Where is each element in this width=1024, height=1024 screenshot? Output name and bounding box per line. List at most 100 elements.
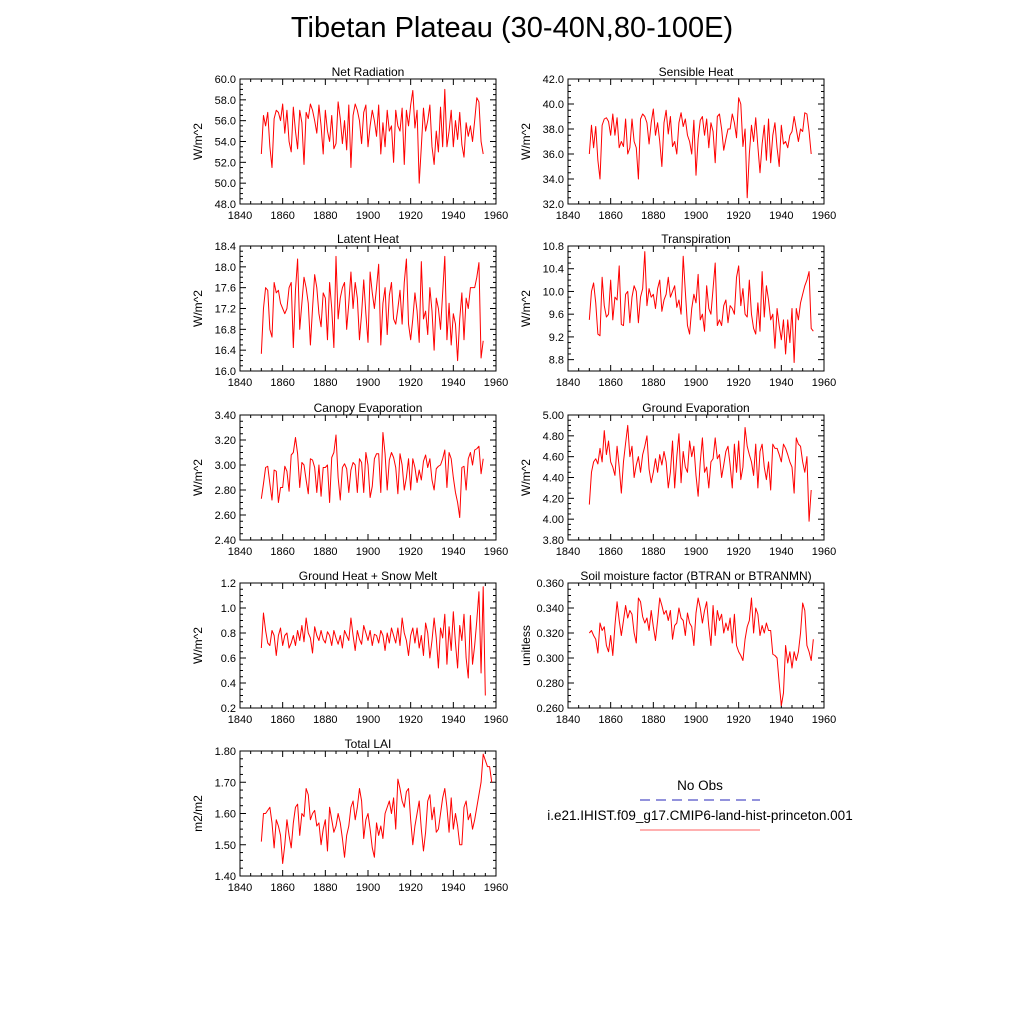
legend-label-no-obs: No Obs [677, 778, 723, 793]
y-tick-label: 4.40 [543, 473, 564, 485]
y-tick-label: 10.8 [543, 241, 564, 253]
y-tick-label: 16.0 [215, 366, 236, 378]
x-tick-label: 1960 [484, 714, 508, 726]
x-tick-label: 1920 [726, 546, 750, 558]
x-tick-label: 1900 [684, 377, 708, 389]
panel-title: Transpiration [661, 232, 731, 246]
y-tick-label: 1.40 [215, 871, 236, 883]
y-axis-label: W/m^2 [191, 123, 205, 160]
x-tick-label: 1880 [641, 210, 665, 222]
series-line [260, 88, 484, 184]
x-tick-label: 1900 [356, 714, 380, 726]
y-tick-label: 0.4 [221, 678, 236, 690]
x-tick-label: 1960 [812, 546, 836, 558]
x-tick-label: 1840 [556, 714, 580, 726]
x-tick-label: 1860 [270, 546, 294, 558]
x-tick-label: 1940 [769, 210, 793, 222]
plot-frame [239, 582, 497, 709]
y-tick-label: 56.0 [215, 116, 236, 128]
y-tick-label: 0.320 [536, 628, 564, 640]
panel-ground-heat-snow-melt: Ground Heat + Snow Melt W/m^2 1840 1860 1880… [191, 569, 508, 726]
y-tick-label: 16.4 [215, 345, 236, 357]
panel-title: Ground Heat + Snow Melt [299, 569, 438, 583]
y-tick-label: 10.4 [543, 264, 564, 276]
x-tick-label: 1900 [356, 546, 380, 558]
y-axis-label: W/m^2 [519, 290, 533, 327]
y-tick-label: 1.80 [215, 746, 236, 758]
x-tick-label: 1960 [812, 210, 836, 222]
x-tick-label: 1920 [398, 377, 422, 389]
series-line [588, 597, 814, 706]
y-tick-label: 17.6 [215, 283, 236, 295]
y-tick-label: 40.0 [543, 99, 564, 111]
y-tick-label: 9.6 [549, 309, 564, 321]
panel-soil-moisture-factor-btran-or-btranmn: Soil moisture factor (BTRAN or BTRANMN) u… [519, 569, 836, 726]
y-tick-label: 32.0 [543, 199, 564, 211]
panel-title: Latent Heat [337, 232, 400, 246]
y-tick-label: 5.00 [543, 410, 564, 422]
x-tick-label: 1940 [769, 377, 793, 389]
x-tick-label: 1900 [356, 210, 380, 222]
x-tick-label: 1920 [726, 210, 750, 222]
y-tick-label: 50.0 [215, 178, 236, 190]
x-tick-label: 1920 [726, 377, 750, 389]
x-tick-label: 1880 [313, 377, 337, 389]
x-tick-label: 1940 [441, 882, 465, 894]
y-tick-label: 18.0 [215, 262, 236, 274]
y-tick-label: 16.8 [215, 324, 236, 336]
legend: No Obs i.e21.IHIST.f09_g17.CMIP6-land-hi… [520, 778, 880, 838]
x-tick-label: 1880 [313, 210, 337, 222]
y-tick-label: 3.00 [215, 460, 236, 472]
y-axis-label: W/m^2 [191, 459, 205, 496]
series-line [260, 432, 484, 518]
y-tick-label: 0.6 [221, 653, 236, 665]
x-tick-label: 1860 [598, 210, 622, 222]
x-tick-label: 1840 [556, 377, 580, 389]
x-tick-label: 1840 [228, 882, 252, 894]
y-tick-label: 1.0 [221, 603, 236, 615]
x-tick-label: 1840 [556, 210, 580, 222]
x-tick-label: 1880 [313, 882, 337, 894]
x-tick-label: 1960 [484, 882, 508, 894]
y-tick-label: 17.2 [215, 304, 236, 316]
y-tick-label: 9.2 [549, 332, 564, 344]
x-tick-label: 1940 [441, 210, 465, 222]
x-tick-label: 1860 [270, 210, 294, 222]
y-tick-label: 0.300 [536, 653, 564, 665]
y-tick-label: 0.2 [221, 703, 236, 715]
y-tick-label: 34.0 [543, 174, 564, 186]
x-tick-label: 1860 [270, 377, 294, 389]
x-tick-label: 1860 [270, 714, 294, 726]
x-tick-label: 1960 [484, 546, 508, 558]
x-tick-label: 1840 [228, 546, 252, 558]
x-tick-label: 1840 [228, 377, 252, 389]
panel-ground-evaporation: Ground Evaporation W/m^2 1840 1860 1880 1900 1… [519, 401, 836, 558]
y-tick-label: 10.0 [543, 286, 564, 298]
x-tick-label: 1880 [641, 546, 665, 558]
y-axis-label: W/m^2 [191, 290, 205, 327]
x-tick-label: 1940 [769, 546, 793, 558]
x-tick-label: 1900 [684, 714, 708, 726]
x-tick-label: 1880 [313, 546, 337, 558]
x-tick-label: 1920 [398, 714, 422, 726]
y-tick-label: 3.80 [543, 535, 564, 547]
x-tick-label: 1960 [484, 377, 508, 389]
panel-latent-heat: Latent Heat W/m^2 1840 1860 1880 1900 1920 1940… [191, 232, 508, 389]
x-tick-label: 1860 [598, 377, 622, 389]
y-axis-label: m2/m2 [191, 795, 205, 832]
series-line [588, 97, 812, 199]
y-tick-label: 0.260 [536, 703, 564, 715]
y-tick-label: 1.2 [221, 578, 236, 590]
x-tick-label: 1840 [556, 546, 580, 558]
x-tick-label: 1940 [441, 714, 465, 726]
x-tick-label: 1960 [812, 377, 836, 389]
x-tick-label: 1940 [769, 714, 793, 726]
x-tick-label: 1880 [313, 714, 337, 726]
x-tick-label: 1960 [484, 210, 508, 222]
x-tick-label: 1860 [598, 546, 622, 558]
y-tick-label: 4.60 [543, 452, 564, 464]
y-tick-label: 48.0 [215, 199, 236, 211]
y-tick-label: 0.280 [536, 678, 564, 690]
x-tick-label: 1920 [726, 714, 750, 726]
y-tick-label: 18.4 [215, 241, 236, 253]
